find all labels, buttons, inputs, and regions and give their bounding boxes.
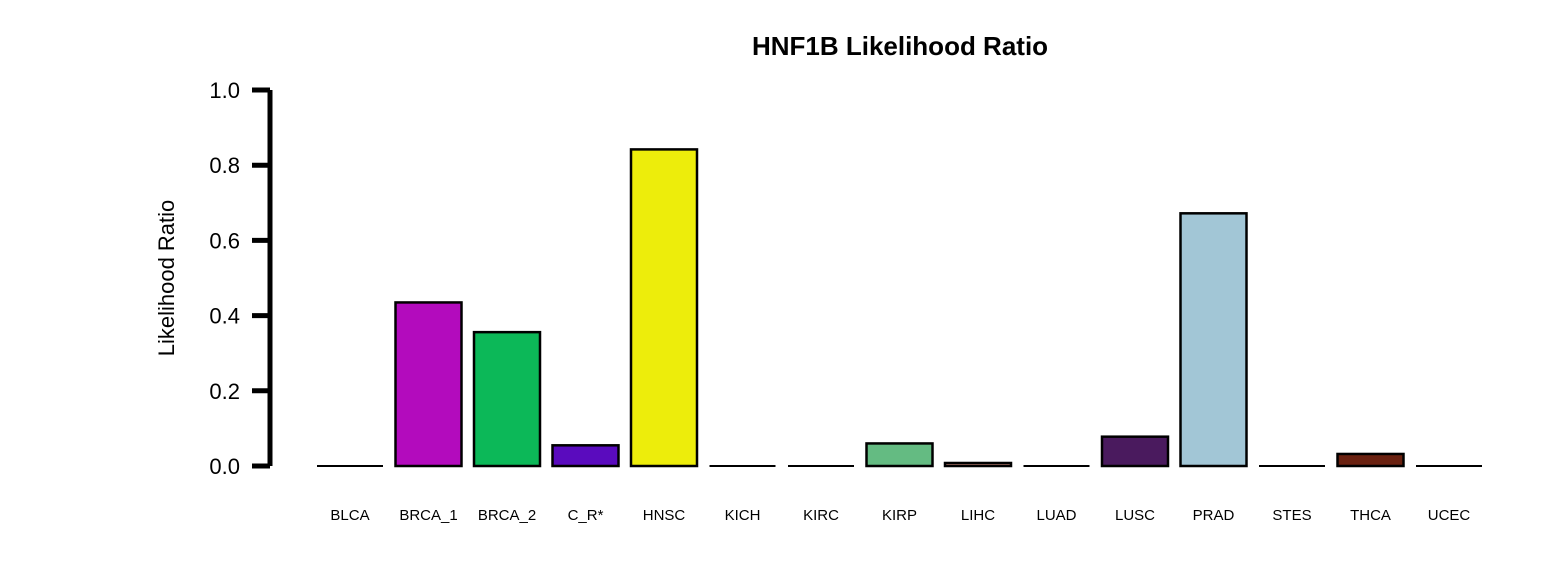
x-tick-label: KICH <box>725 507 761 524</box>
x-tick-label: LUSC <box>1115 507 1155 524</box>
x-tick-label: BLCA <box>330 507 369 524</box>
y-tick-label: 0.8 <box>209 153 240 178</box>
chart-title: HNF1B Likelihood Ratio <box>752 31 1048 61</box>
x-tick-label: KIRP <box>882 507 917 524</box>
y-tick-label: 0.0 <box>209 454 240 479</box>
y-axis: 0.0 0.2 0.4 0.6 0.8 1.0 <box>209 78 273 479</box>
bar-prad <box>1179 212 1248 468</box>
bar-kirp <box>865 442 934 468</box>
y-tick-label: 0.6 <box>209 228 240 253</box>
x-tick-label: KIRC <box>803 507 839 524</box>
y-tick-label: 1.0 <box>209 78 240 103</box>
x-tick-label: PRAD <box>1193 507 1235 524</box>
bars <box>317 148 1482 468</box>
y-tick-label: 0.2 <box>209 379 240 404</box>
bar-brca-2 <box>472 330 542 468</box>
x-tick-label: THCA <box>1350 507 1391 524</box>
y-axis-label: Likelihood Ratio <box>154 200 179 357</box>
x-tick-label: UCEC <box>1428 507 1471 524</box>
x-tick-label: BRCA_1 <box>399 507 457 524</box>
bar-lihc <box>943 461 1013 468</box>
x-axis-labels: BLCA BRCA_1 BRCA_2 C_R* HNSC KICH KIRC KIRP LIHC… <box>330 507 1470 524</box>
x-tick-label: LIHC <box>961 507 995 524</box>
y-tick-label: 0.4 <box>209 304 240 329</box>
x-tick-label: C_R* <box>568 507 604 524</box>
bar-thca <box>1336 452 1405 468</box>
bar-lusc <box>1100 435 1170 468</box>
bar-c-r- <box>551 444 620 468</box>
x-tick-label: HNSC <box>643 507 686 524</box>
bar-brca-1 <box>394 301 463 468</box>
x-tick-label: BRCA_2 <box>478 507 536 524</box>
x-tick-label: LUAD <box>1036 507 1076 524</box>
x-tick-label: STES <box>1272 507 1311 524</box>
bar-hnsc <box>629 148 699 468</box>
